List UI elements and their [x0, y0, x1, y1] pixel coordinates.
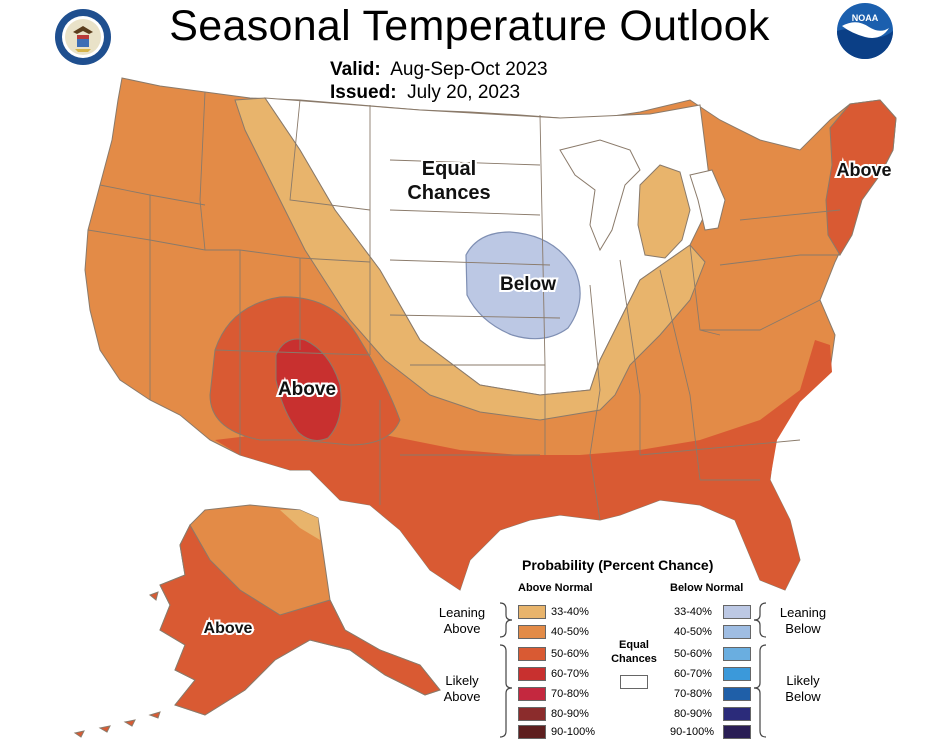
- leaning-above-line1: Leaning: [438, 605, 486, 620]
- below-range-33-40: 33-40%: [674, 606, 712, 618]
- above-southwest-label: Above: [278, 379, 336, 400]
- swatch-above-90-100: [518, 725, 546, 739]
- below-range-60-70: 60-70%: [674, 668, 712, 680]
- issued-date: Issued: July 20, 2023: [330, 82, 520, 104]
- above-normal-header: Above Normal: [518, 582, 593, 594]
- below-label: Below: [500, 274, 556, 295]
- leaning-above-group: Leaning Above: [432, 605, 492, 637]
- swatch-below-60-70: [723, 667, 751, 681]
- map-title: Seasonal Temperature Outlook: [169, 2, 770, 50]
- likely-below-line2: Below: [785, 689, 821, 704]
- above-range-40-50: 40-50%: [551, 626, 589, 638]
- leaning-below-line2: Below: [785, 621, 821, 636]
- great-lakes: [559, 139, 726, 252]
- equal-chances-label-line1: Equal: [422, 158, 476, 180]
- leaning-above-line2: Above: [443, 621, 481, 636]
- below-range-50-60: 50-60%: [674, 648, 712, 660]
- leaning-below-group: Leaning Below: [773, 605, 833, 637]
- noaa-logo-icon: NOAA: [837, 3, 893, 59]
- below-normal-header: Below Normal: [670, 582, 744, 594]
- above-alaska-label: Above: [204, 620, 253, 637]
- leaning-below-line1: Leaning: [779, 605, 827, 620]
- swatch-above-33-40: [518, 605, 546, 619]
- valid-value: Aug-Sep-Oct 2023: [390, 59, 548, 80]
- equal-chances-legend-label: Equal Chances: [605, 638, 663, 666]
- swatch-below-90-100: [723, 725, 751, 739]
- legend-braces: [499, 602, 767, 738]
- likely-above-group: Likely Above: [432, 673, 492, 705]
- legend-title: Probability (Percent Chance): [522, 557, 714, 573]
- above-range-70-80: 70-80%: [551, 688, 589, 700]
- equal-chances-legend-line1: Equal: [619, 639, 649, 651]
- aleutian-islands: [73, 591, 161, 738]
- swatch-above-70-80: [518, 687, 546, 701]
- swatch-above-50-60: [518, 647, 546, 661]
- alaska-north-above-33-40: [280, 510, 320, 540]
- northeast-above-50-60: [825, 99, 897, 256]
- valid-label: Valid:: [330, 59, 381, 80]
- swatch-below-70-80: [723, 687, 751, 701]
- doc-seal-icon: [55, 9, 111, 65]
- valid-period: Valid: Aug-Sep-Oct 2023: [330, 59, 548, 81]
- above-range-60-70: 60-70%: [551, 668, 589, 680]
- below-range-70-80: 70-80%: [674, 688, 712, 700]
- swatch-above-80-90: [518, 707, 546, 721]
- swatch-below-40-50: [723, 625, 751, 639]
- issued-label: Issued:: [330, 82, 397, 103]
- equal-chances-legend-line2: Chances: [611, 653, 657, 665]
- swatch-below-50-60: [723, 647, 751, 661]
- state-borders: [87, 91, 841, 521]
- probability-legend: Probability (Percent Chance) Above Norma…: [430, 555, 826, 740]
- above-range-90-100: 90-100%: [551, 726, 596, 738]
- likely-below-group: Likely Below: [773, 673, 833, 705]
- likely-above-line2: Above: [443, 689, 481, 704]
- below-range-90-100: 90-100%: [670, 726, 715, 738]
- swatch-above-40-50: [518, 625, 546, 639]
- michigan-above-33-40: [637, 164, 691, 259]
- above-range-50-60: 50-60%: [551, 648, 589, 660]
- above-range-33-40: 33-40%: [551, 606, 589, 618]
- noaa-logo-text: NOAA: [852, 13, 879, 23]
- above-range-80-90: 80-90%: [551, 708, 589, 720]
- swatch-below-33-40: [723, 605, 751, 619]
- below-range-80-90: 80-90%: [674, 708, 712, 720]
- swatch-equal-chances: [620, 675, 648, 689]
- likely-above-line1: Likely: [445, 673, 479, 688]
- alaska-above-50-60: [159, 523, 441, 716]
- above-northeast-label: Above: [836, 160, 891, 180]
- swatch-above-60-70: [518, 667, 546, 681]
- below-range-40-50: 40-50%: [674, 626, 712, 638]
- issued-value: July 20, 2023: [407, 82, 521, 103]
- likely-below-line1: Likely: [786, 673, 820, 688]
- southwest-above-60-70: [275, 338, 342, 441]
- south-above-50-60: [215, 340, 832, 590]
- swatch-below-80-90: [723, 707, 751, 721]
- equal-chances-label-line2: Chances: [407, 182, 490, 204]
- leaning-above-33-40-band: [234, 97, 706, 421]
- midwest-below-33-40: [465, 231, 581, 340]
